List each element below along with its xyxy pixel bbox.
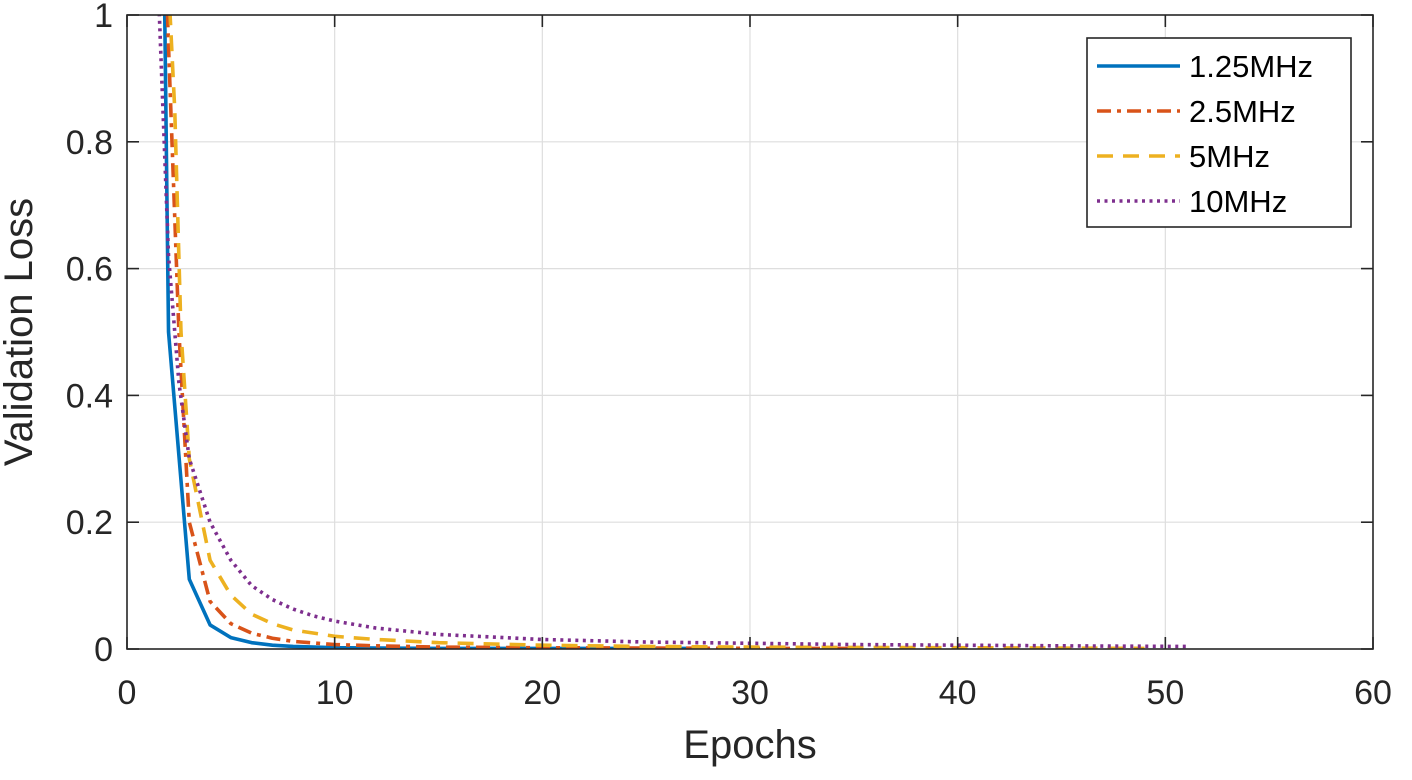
x-tick-label: 50 [1146,674,1184,712]
legend-box [1086,37,1352,228]
y-axis-label: Validation Loss [0,198,41,466]
legend-label: 1.25MHz [1189,49,1313,84]
x-tick-label: 20 [523,674,561,712]
x-tick-label: 60 [1354,674,1392,712]
y-tick-label: 0 [94,631,113,669]
x-tick-label: 10 [316,674,354,712]
y-tick-label: 0.8 [66,124,113,162]
x-tick-labels: 0 10 20 30 40 50 60 [118,674,1392,712]
y-tick-label: 1 [94,0,113,35]
legend-label: 5MHz [1189,139,1270,174]
ticks [126,14,1374,650]
legend-label: 2.5MHz [1189,94,1296,129]
legend: 1.25MHz 2.5MHz 5MHz 10MHz [1086,37,1352,228]
legend-label: 10MHz [1189,184,1287,219]
y-tick-label: 0.2 [66,504,113,542]
y-tick-label: 0.4 [66,377,113,415]
series-line-5mhz [168,15,1145,649]
x-axis-label: Epochs [683,723,816,767]
x-tick-label: 40 [939,674,977,712]
x-tick-label: 0 [118,674,137,712]
series-line-10mhz [157,15,1187,649]
y-tick-label: 0.6 [66,251,113,289]
y-tick-labels: 0 0.2 0.4 0.6 0.8 1 [66,0,113,669]
x-tick-label: 30 [731,674,769,712]
